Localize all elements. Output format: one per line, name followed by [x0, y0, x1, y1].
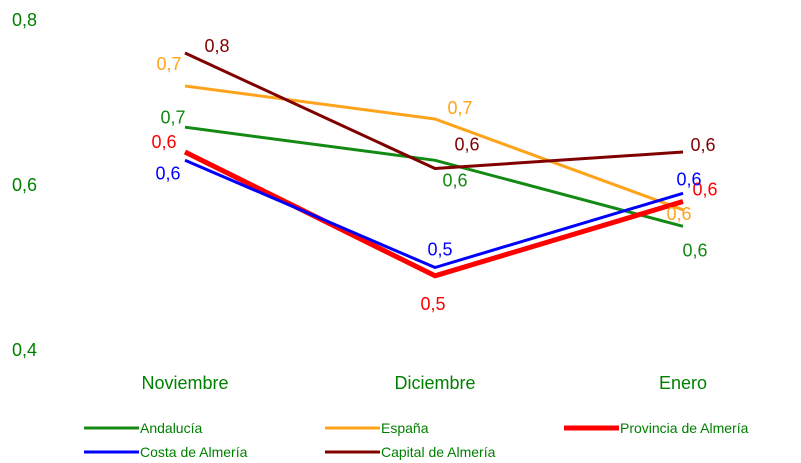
data-label: 0,6	[676, 169, 701, 189]
data-label: 0,6	[442, 170, 467, 190]
legend-label: Costa de Almería	[140, 444, 248, 460]
data-label: 0,7	[156, 54, 181, 74]
x-tick-label: Noviembre	[141, 373, 228, 393]
legend-label: Capital de Almería	[381, 444, 496, 460]
y-axis-ticks: 0,4 0,6 0,8	[12, 10, 37, 360]
data-labels: 0,70,60,60,70,70,60,60,50,60,60,50,60,80…	[151, 36, 717, 314]
data-label: 0,5	[420, 294, 445, 314]
data-label: 0,6	[692, 180, 717, 200]
data-label: 0,6	[682, 240, 707, 260]
y-tick-label: 0,4	[12, 340, 37, 360]
data-label: 0,6	[454, 135, 479, 155]
x-axis-ticks: Noviembre Diciembre Enero	[141, 373, 707, 393]
series-line-espa-a	[184, 84, 684, 212]
data-label: 0,6	[690, 135, 715, 155]
data-label: 0,6	[666, 204, 691, 224]
y-tick-label: 0,6	[12, 175, 37, 195]
data-label: 0,7	[160, 107, 185, 127]
data-label: 0,8	[204, 36, 229, 56]
series-line-provincia-de-almer-a	[183, 149, 684, 279]
data-label: 0,6	[151, 132, 176, 152]
data-label: 0,7	[447, 98, 472, 118]
y-tick-label: 0,8	[12, 10, 37, 30]
series-line-andaluc-a	[184, 125, 684, 228]
legend-label: Andalucía	[140, 420, 202, 436]
legend: Andalucía España Provincia de Almería Costa…	[84, 420, 749, 460]
series-line-costa-de-almer-a	[184, 158, 684, 269]
legend-label: España	[381, 420, 429, 436]
x-tick-label: Enero	[659, 373, 707, 393]
legend-label: Provincia de Almería	[620, 420, 749, 436]
series-lines	[183, 51, 684, 279]
data-label: 0,5	[427, 240, 452, 260]
series-line-capital-de-almer-a	[184, 51, 684, 170]
data-label: 0,6	[155, 163, 180, 183]
x-tick-label: Diciembre	[394, 373, 475, 393]
